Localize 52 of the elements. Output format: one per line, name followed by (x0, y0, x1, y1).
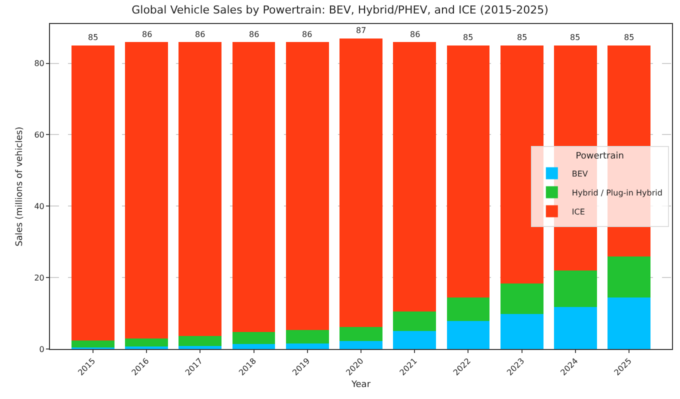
bar (608, 298, 651, 349)
bar (125, 338, 168, 346)
bar (286, 42, 329, 330)
total-label: 85 (88, 33, 98, 42)
bar (178, 42, 222, 336)
x-axis-title: Year (350, 380, 371, 390)
legend-label: Hybrid / Plug-in Hybrid (572, 188, 662, 198)
y-axis-title: Sales (millions of vehicles) (15, 126, 25, 246)
bar (125, 42, 168, 338)
bar (71, 340, 114, 348)
bar (286, 343, 329, 349)
bar (446, 298, 490, 321)
bar (340, 327, 382, 341)
bar (232, 42, 276, 332)
total-label: 86 (302, 30, 312, 39)
bar (446, 320, 490, 349)
bar (393, 42, 436, 312)
total-label: 85 (517, 33, 528, 42)
bar (178, 346, 222, 349)
total-label: 86 (142, 30, 152, 39)
y-tick-label: 80 (34, 59, 44, 68)
bar (178, 336, 222, 346)
legend-title: Powertrain (576, 152, 624, 162)
y-tick-label: 60 (34, 130, 44, 140)
y-tick-label: 20 (34, 273, 44, 282)
bar (500, 283, 544, 314)
legend-label: ICE (572, 207, 585, 216)
y-tick-label: 0 (39, 344, 44, 354)
bar (71, 45, 114, 340)
total-label: 86 (249, 30, 260, 39)
bar (393, 312, 436, 331)
legend-label: BEV (572, 169, 588, 178)
bar (393, 330, 436, 349)
bar (554, 306, 597, 349)
bar (608, 256, 651, 298)
bar (232, 332, 276, 344)
total-label: 85 (463, 33, 474, 42)
bar (340, 38, 382, 328)
bar (554, 270, 597, 307)
total-label: 85 (570, 33, 580, 42)
bar (500, 314, 544, 349)
bar (500, 45, 544, 284)
bar (446, 45, 490, 298)
bar (340, 340, 382, 349)
total-label: 87 (356, 26, 366, 35)
total-label: 86 (410, 30, 420, 39)
bar (232, 344, 276, 349)
total-label: 86 (195, 30, 206, 39)
chart-title: Global Vehicle Sales by Powertrain: BEV, Hybrid/PHEV, and ICE (2015-2025) (132, 4, 548, 17)
y-tick-label: 40 (34, 202, 44, 211)
total-label: 85 (624, 33, 634, 42)
bar (286, 330, 329, 344)
